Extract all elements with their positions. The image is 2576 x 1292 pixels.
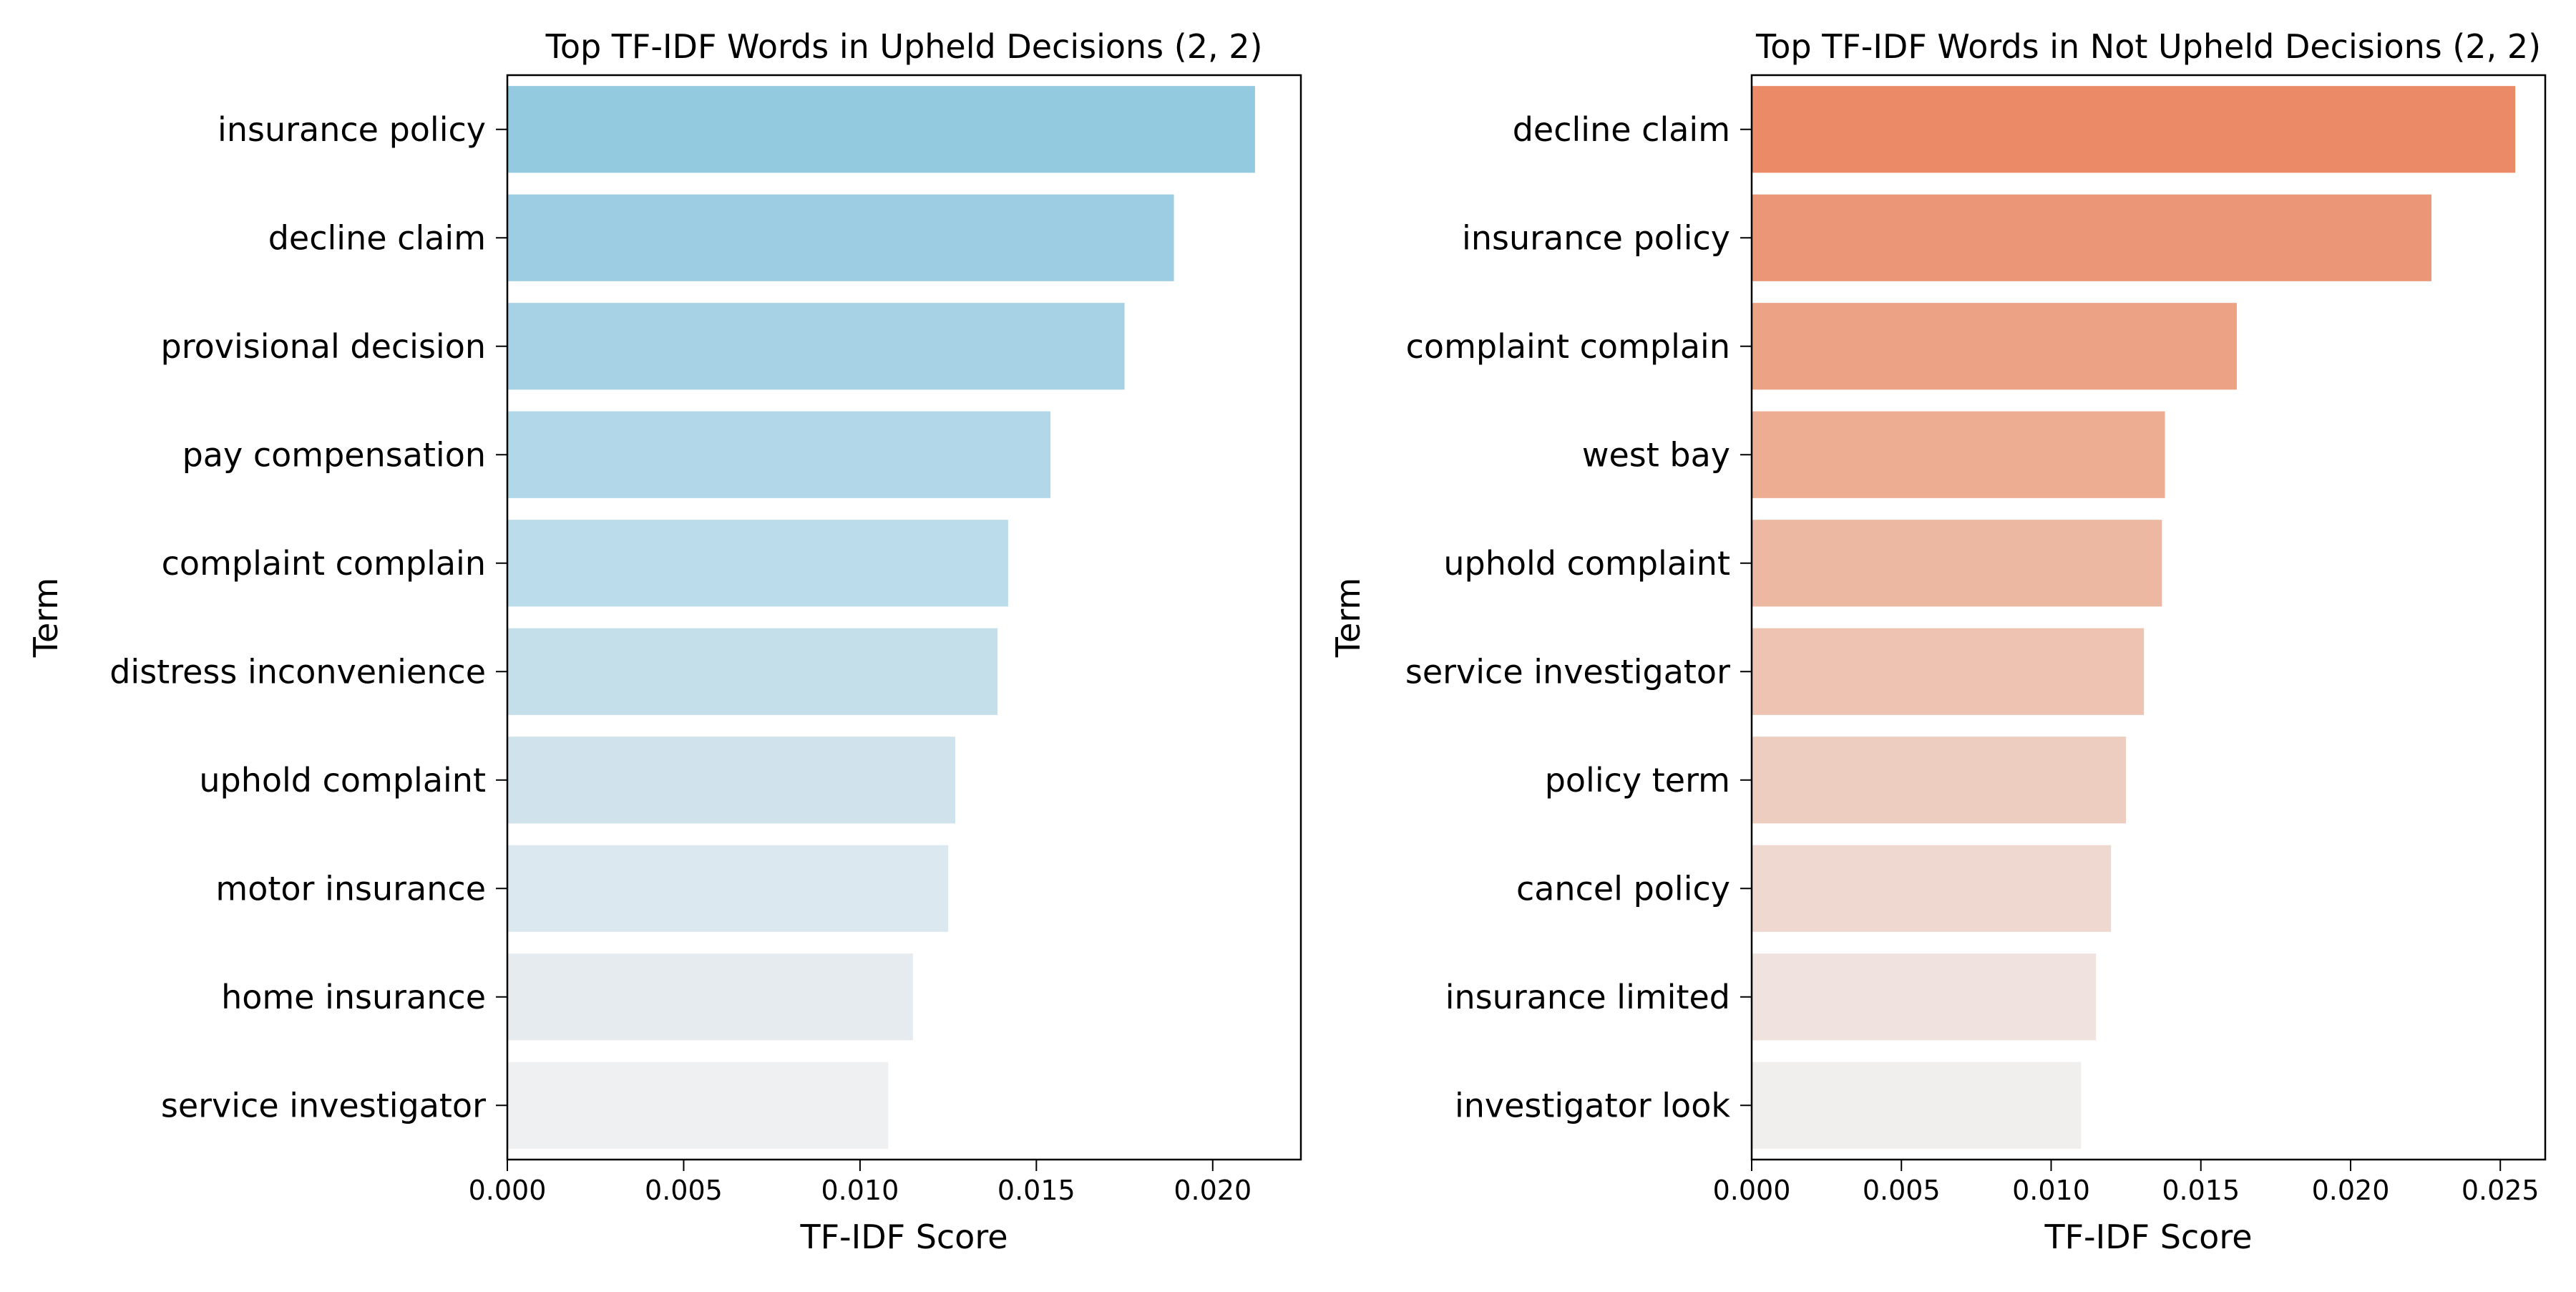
y-axis-label: Term bbox=[26, 578, 65, 659]
category-label: west bay bbox=[1582, 435, 1730, 474]
x-tick-label: 0.020 bbox=[2312, 1175, 2390, 1206]
bar bbox=[507, 303, 1125, 390]
bar bbox=[1752, 737, 2127, 824]
category-label: uphold complaint bbox=[1443, 544, 1730, 583]
category-label: policy term bbox=[1545, 761, 1730, 800]
x-tick-label: 0.015 bbox=[997, 1175, 1075, 1206]
bar bbox=[1752, 411, 2165, 498]
bar bbox=[1752, 303, 2237, 390]
bar bbox=[1752, 628, 2145, 715]
chart-title: Top TF-IDF Words in Upheld Decisions (2,… bbox=[545, 27, 1263, 66]
category-label: decline claim bbox=[1513, 110, 1730, 149]
bar bbox=[507, 953, 913, 1041]
category-label: insurance policy bbox=[218, 110, 486, 149]
bar bbox=[1752, 953, 2097, 1041]
x-tick-label: 0.005 bbox=[645, 1175, 723, 1206]
x-tick-label: 0.025 bbox=[2462, 1175, 2540, 1206]
bar bbox=[507, 194, 1174, 281]
category-label: pay compensation bbox=[182, 435, 486, 474]
category-label: motor insurance bbox=[215, 869, 486, 908]
plot-frame bbox=[506, 74, 1302, 1161]
category-label: investigator look bbox=[1455, 1086, 1730, 1125]
category-label: complaint complain bbox=[162, 544, 486, 583]
category-label: decline claim bbox=[268, 218, 486, 257]
category-label: insurance policy bbox=[1462, 218, 1730, 257]
bar bbox=[507, 628, 998, 715]
category-label: insurance limited bbox=[1445, 978, 1730, 1016]
chart-panel-2: decline claim insurance policy complaint c… bbox=[1329, 27, 2547, 1256]
chart-title: Top TF-IDF Words in Not Upheld Decisions… bbox=[1755, 27, 2541, 66]
x-axis-label: TF-IDF Score bbox=[2044, 1218, 2252, 1256]
category-label: cancel policy bbox=[1516, 869, 1730, 908]
category-label: distress inconvenience bbox=[109, 652, 486, 691]
x-tick-label: 0.000 bbox=[469, 1175, 547, 1206]
x-tick-label: 0.010 bbox=[2012, 1175, 2090, 1206]
category-label: complaint complain bbox=[1406, 327, 1730, 366]
category-label: provisional decision bbox=[161, 327, 487, 366]
bar bbox=[1752, 1062, 2082, 1149]
x-tick-label: 0.005 bbox=[1863, 1175, 1941, 1206]
bar bbox=[507, 845, 949, 932]
bar bbox=[1752, 845, 2112, 932]
x-axis-label: TF-IDF Score bbox=[799, 1218, 1008, 1256]
bar bbox=[507, 737, 955, 824]
bar bbox=[1752, 86, 2516, 173]
category-label: uphold complaint bbox=[199, 761, 486, 800]
plot-frame bbox=[1750, 74, 2547, 1161]
x-tick-label: 0.015 bbox=[2162, 1175, 2240, 1206]
chart-panel-1: insurance policy decline claim provisional… bbox=[26, 27, 1302, 1256]
category-label: home insurance bbox=[221, 978, 486, 1016]
category-label: service investigator bbox=[161, 1086, 486, 1125]
bar bbox=[507, 411, 1051, 498]
x-tick-label: 0.020 bbox=[1174, 1175, 1252, 1206]
x-tick-label: 0.000 bbox=[1713, 1175, 1791, 1206]
bar bbox=[1752, 194, 2431, 281]
bar bbox=[507, 86, 1255, 173]
bar bbox=[507, 1062, 889, 1149]
y-axis-label: Term bbox=[1329, 578, 1367, 659]
bar bbox=[507, 520, 1008, 607]
category-label: service investigator bbox=[1405, 652, 1730, 691]
x-tick-label: 0.010 bbox=[821, 1175, 899, 1206]
bar bbox=[1752, 520, 2162, 607]
